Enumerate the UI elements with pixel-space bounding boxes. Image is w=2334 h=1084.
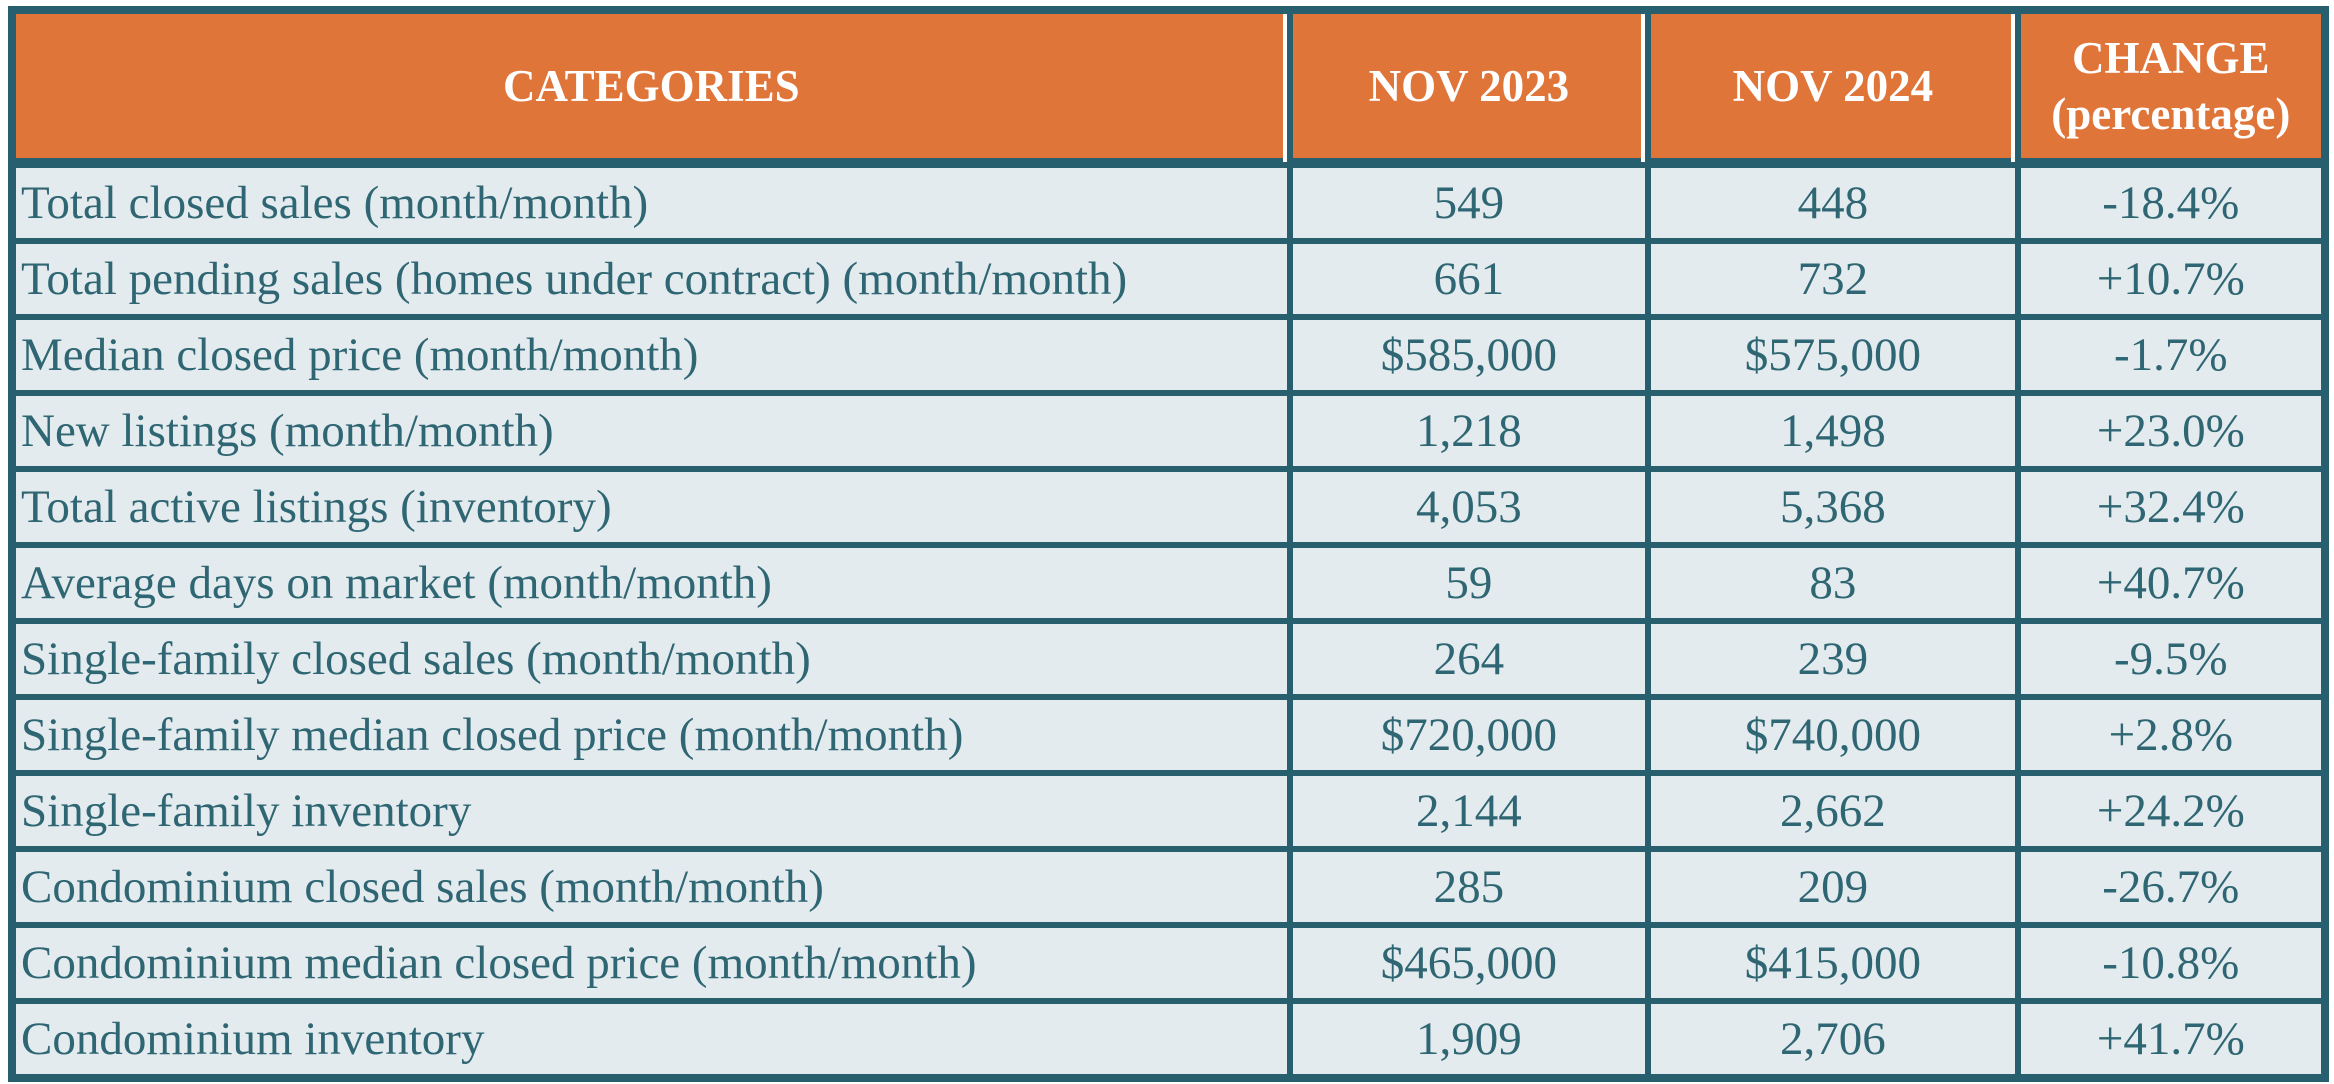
category-cell: Single-family inventory	[16, 776, 1287, 846]
change-cell: -10.8%	[2020, 928, 2321, 998]
category-cell: Average days on market (month/month)	[16, 548, 1287, 618]
nov-2024-cell: 2,706	[1651, 1004, 2015, 1074]
change-cell: +23.0%	[2020, 396, 2321, 466]
category-cell: Single-family closed sales (month/month)	[16, 624, 1287, 694]
nov-2023-cell: $465,000	[1292, 928, 1646, 998]
nov-2024-cell: 448	[1651, 168, 2015, 238]
column-header-change-percentage: CHANGE (percentage)	[2010, 14, 2321, 162]
nov-2023-cell: 59	[1292, 548, 1646, 618]
nov-2023-cell: 1,909	[1292, 1004, 1646, 1074]
column-header-nov-2024: NOV 2024	[1641, 14, 2015, 162]
column-header-nov-2023: NOV 2023	[1282, 14, 1646, 162]
column-header-categories: CATEGORIES	[16, 14, 1287, 162]
change-cell: +2.8%	[2020, 700, 2321, 770]
nov-2024-cell: 1,498	[1651, 396, 2015, 466]
market-comparison-table: CATEGORIES NOV 2023 NOV 2024 CHANGE (per…	[8, 6, 2329, 1082]
nov-2024-cell: 83	[1651, 548, 2015, 618]
nov-2024-cell: 2,662	[1651, 776, 2015, 846]
category-cell: New listings (month/month)	[16, 396, 1287, 466]
change-cell: +41.7%	[2020, 1004, 2321, 1074]
nov-2023-cell: 2,144	[1292, 776, 1646, 846]
change-cell: +40.7%	[2020, 548, 2321, 618]
nov-2024-cell: $575,000	[1651, 320, 2015, 390]
change-cell: +10.7%	[2020, 244, 2321, 314]
nov-2024-cell: $740,000	[1651, 700, 2015, 770]
category-cell: Total closed sales (month/month)	[16, 168, 1287, 238]
nov-2023-cell: 285	[1292, 852, 1646, 922]
category-cell: Median closed price (month/month)	[16, 320, 1287, 390]
nov-2023-cell: 661	[1292, 244, 1646, 314]
change-cell: -18.4%	[2020, 168, 2321, 238]
category-cell: Total active listings (inventory)	[16, 472, 1287, 542]
change-cell: -1.7%	[2020, 320, 2321, 390]
nov-2023-cell: 549	[1292, 168, 1646, 238]
nov-2024-cell: 209	[1651, 852, 2015, 922]
category-cell: Condominium closed sales (month/month)	[16, 852, 1287, 922]
change-cell: -26.7%	[2020, 852, 2321, 922]
category-cell: Single-family median closed price (month…	[16, 700, 1287, 770]
change-cell: +32.4%	[2020, 472, 2321, 542]
nov-2024-cell: 239	[1651, 624, 2015, 694]
nov-2023-cell: $720,000	[1292, 700, 1646, 770]
nov-2023-cell: 4,053	[1292, 472, 1646, 542]
nov-2024-cell: 732	[1651, 244, 2015, 314]
nov-2023-cell: 1,218	[1292, 396, 1646, 466]
category-cell: Condominium inventory	[16, 1004, 1287, 1074]
category-cell: Condominium median closed price (month/m…	[16, 928, 1287, 998]
nov-2024-cell: $415,000	[1651, 928, 2015, 998]
change-cell: +24.2%	[2020, 776, 2321, 846]
nov-2023-cell: $585,000	[1292, 320, 1646, 390]
nov-2024-cell: 5,368	[1651, 472, 2015, 542]
change-cell: -9.5%	[2020, 624, 2321, 694]
nov-2023-cell: 264	[1292, 624, 1646, 694]
category-cell: Total pending sales (homes under contrac…	[16, 244, 1287, 314]
